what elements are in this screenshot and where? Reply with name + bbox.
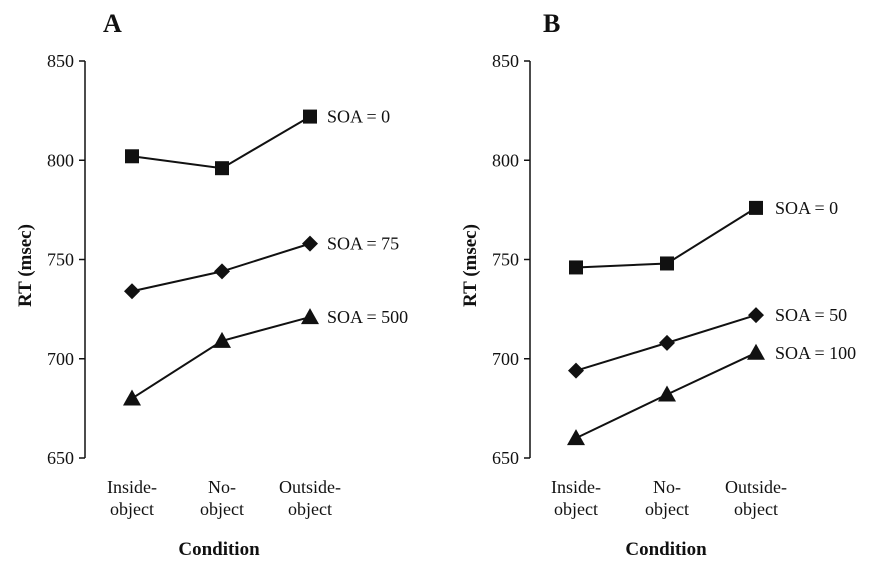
data-point-triangle [213, 331, 231, 348]
x-tick-label: No-object [200, 477, 244, 519]
series-label: SOA = 50 [775, 305, 847, 325]
series-label: SOA = 500 [327, 307, 408, 327]
y-tick-label: 700 [47, 349, 74, 369]
chart-panel-b: B 650 700 750 800 850 RT (msec) Inside-object No… [460, 9, 856, 560]
y-tick-label: 650 [47, 448, 74, 468]
y-tick-label: 800 [47, 150, 74, 170]
data-point-triangle [123, 389, 141, 406]
y-axis-title: RT (msec) [460, 224, 481, 307]
data-point-square [303, 109, 317, 124]
y-tick-label: 800 [492, 150, 519, 170]
series-line [131, 115, 311, 170]
data-point-square [125, 149, 139, 164]
y-tick-label: 850 [47, 51, 74, 71]
data-point-diamond [568, 362, 584, 379]
x-axis-title: Condition [625, 539, 707, 560]
data-point-triangle [301, 308, 319, 325]
data-point-square [569, 260, 583, 275]
y-tick-label: 650 [492, 448, 519, 468]
data-point-square [215, 161, 229, 176]
x-tick-label: Outside-object [279, 477, 341, 519]
data-point-triangle [567, 429, 585, 446]
data-point-triangle [658, 385, 676, 402]
x-tick-label: No-object [645, 477, 689, 519]
data-point-square [660, 256, 674, 271]
series-line [131, 316, 311, 400]
x-tick-label: Inside-object [551, 477, 601, 519]
panel-label: A [103, 9, 122, 38]
data-point-square [749, 200, 763, 215]
x-tick-label: Outside-object [725, 477, 787, 519]
y-tick-label: 700 [492, 349, 519, 369]
data-point-diamond [748, 307, 764, 324]
data-point-diamond [214, 263, 230, 280]
panel-label: B [543, 9, 560, 38]
data-point-diamond [659, 334, 675, 351]
y-tick-label: 750 [492, 250, 519, 270]
data-point-diamond [302, 235, 318, 252]
data-point-diamond [124, 283, 140, 300]
series-label: SOA = 0 [327, 107, 390, 127]
data-point-triangle [747, 343, 765, 360]
series-label: SOA = 0 [775, 198, 838, 218]
series-label: SOA = 100 [775, 343, 856, 363]
chart-panel-a: A 650 700 750 800 850 RT (msec) Inside-object No… [15, 9, 408, 560]
y-axis-title: RT (msec) [15, 224, 36, 307]
x-axis-title: Condition [178, 539, 260, 560]
y-tick-label: 850 [492, 51, 519, 71]
x-tick-label: Inside-object [107, 477, 157, 519]
y-tick-label: 750 [47, 250, 74, 270]
series-label: SOA = 75 [327, 234, 399, 254]
